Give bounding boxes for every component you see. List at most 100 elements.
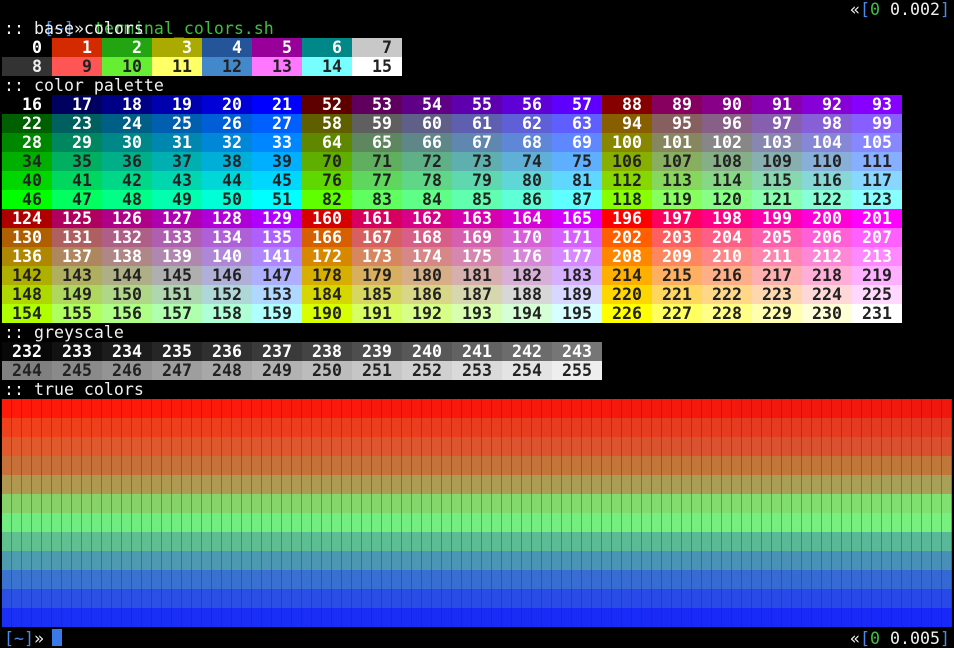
color-cell: 196: [602, 209, 652, 228]
color-cell: 146: [202, 266, 252, 285]
color-cell: 41: [52, 171, 102, 190]
color-cell: 247: [152, 361, 202, 380]
color-cell: 160: [302, 209, 352, 228]
exit-code: 0: [870, 0, 881, 19]
color-cell: 193: [452, 304, 502, 323]
color-cell: 46: [2, 190, 52, 209]
color-cell: 15: [352, 57, 402, 76]
color-cell: 248: [202, 361, 252, 380]
color-cell: 176: [502, 247, 552, 266]
true-color-row: [2, 532, 952, 551]
color-cell: 111: [852, 152, 902, 171]
color-cell: 238: [302, 342, 352, 361]
color-cell: 135: [252, 228, 302, 247]
color-cell: 156: [102, 304, 152, 323]
color-cell: 251: [352, 361, 402, 380]
color-cell: 154: [2, 304, 52, 323]
color-cell: 44: [202, 171, 252, 190]
color-cell: 18: [102, 95, 152, 114]
color-cell: 130: [2, 228, 52, 247]
status: «[0 0.002]: [850, 0, 950, 19]
color-cell: 219: [852, 266, 902, 285]
color-cell: 242: [502, 342, 552, 361]
color-cell: 106: [602, 152, 652, 171]
color-cell: 223: [752, 285, 802, 304]
color-cell: 87: [552, 190, 602, 209]
color-cell: 48: [102, 190, 152, 209]
color-cell: 139: [152, 247, 202, 266]
color-cell: 11: [152, 57, 202, 76]
color-cell: 222: [702, 285, 752, 304]
color-cell: 246: [102, 361, 152, 380]
color-cell: 38: [202, 152, 252, 171]
color-cell: 65: [352, 133, 402, 152]
color-cell: 110: [802, 152, 852, 171]
color-cell: 244: [2, 361, 52, 380]
color-cell: 92: [802, 95, 852, 114]
color-cell: 250: [302, 361, 352, 380]
color-cell: 204: [702, 228, 752, 247]
color-cell: 243: [552, 342, 602, 361]
true-color-row: [2, 570, 952, 589]
color-cell: 177: [552, 247, 602, 266]
color-cell: 236: [202, 342, 252, 361]
color-cell: 120: [702, 190, 752, 209]
color-cell: 86: [502, 190, 552, 209]
color-cell: 114: [702, 171, 752, 190]
color-cell: 149: [52, 285, 102, 304]
true-color-row: [2, 475, 952, 494]
color-cell: 119: [652, 190, 702, 209]
color-cell: 42: [102, 171, 152, 190]
color-cell: 33: [252, 133, 302, 152]
true-color-row: [2, 589, 952, 608]
duration: 0.002: [890, 0, 940, 19]
status-open: «: [850, 629, 861, 648]
true-color-row: [2, 513, 952, 532]
color-cell: 226: [602, 304, 652, 323]
color-cell: 1: [52, 38, 102, 57]
color-cell: 69: [552, 133, 602, 152]
color-cell: 235: [152, 342, 202, 361]
prompt-line: [~]»: [4, 629, 44, 648]
prompt-dir: [~]: [43, 19, 74, 38]
color-cell: 245: [52, 361, 102, 380]
color-cell: 73: [452, 152, 502, 171]
color-cell: 34: [2, 152, 52, 171]
color-cell: 159: [252, 304, 302, 323]
color-cell: 80: [502, 171, 552, 190]
color-cell: 254: [502, 361, 552, 380]
color-cell: 215: [652, 266, 702, 285]
color-cell: 232: [2, 342, 52, 361]
color-cell: 240: [402, 342, 452, 361]
true-color-row: [2, 437, 952, 456]
color-cell: 201: [852, 209, 902, 228]
section-title: :: color palette: [4, 76, 164, 95]
color-cell: 30: [102, 133, 152, 152]
color-cell: 252: [402, 361, 452, 380]
color-cell: 198: [702, 209, 752, 228]
color-cell: 169: [452, 228, 502, 247]
color-cell: 197: [652, 209, 702, 228]
color-cell: 45: [252, 171, 302, 190]
color-cell: 141: [252, 247, 302, 266]
color-cell: 76: [302, 171, 352, 190]
color-cell: 206: [802, 228, 852, 247]
color-cell: 8: [2, 57, 52, 76]
color-cell: 128: [202, 209, 252, 228]
true-color-row: [2, 494, 952, 513]
color-cell: 67: [452, 133, 502, 152]
color-cell: 82: [302, 190, 352, 209]
color-cell: 97: [752, 114, 802, 133]
color-cell: 140: [202, 247, 252, 266]
color-cell: 227: [652, 304, 702, 323]
color-cell: 178: [302, 266, 352, 285]
color-cell: 96: [702, 114, 752, 133]
color-cell: 84: [402, 190, 452, 209]
color-cell: 233: [52, 342, 102, 361]
color-cell: 10: [102, 57, 152, 76]
true-color-row: [2, 418, 952, 437]
color-cell: 77: [352, 171, 402, 190]
color-cell: 89: [652, 95, 702, 114]
color-cell: 143: [52, 266, 102, 285]
